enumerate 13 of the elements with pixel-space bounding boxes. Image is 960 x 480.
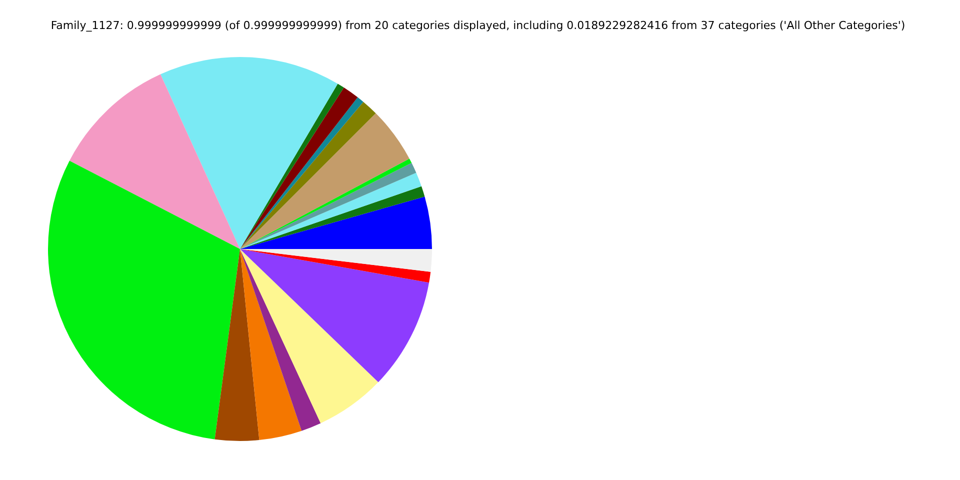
pie-slice — [240, 186, 425, 249]
pie-slice — [240, 249, 431, 283]
pie-slice — [48, 160, 240, 440]
pie-slice — [240, 249, 378, 424]
pie-slice — [69, 74, 240, 249]
pie-slice — [214, 249, 260, 441]
pie-slice — [240, 113, 410, 249]
pie-slice — [240, 249, 430, 382]
pie-slice — [240, 249, 432, 272]
pie-slice — [240, 249, 302, 440]
pie-slice — [240, 196, 432, 249]
pie-slice — [240, 249, 321, 431]
text: Family_1127: 0.999999999999 (of 0.999999999999) from 20 categories displayed, including 0.0189229282416 from 37 categories ('All Other Categories') — [50, 19, 906, 32]
